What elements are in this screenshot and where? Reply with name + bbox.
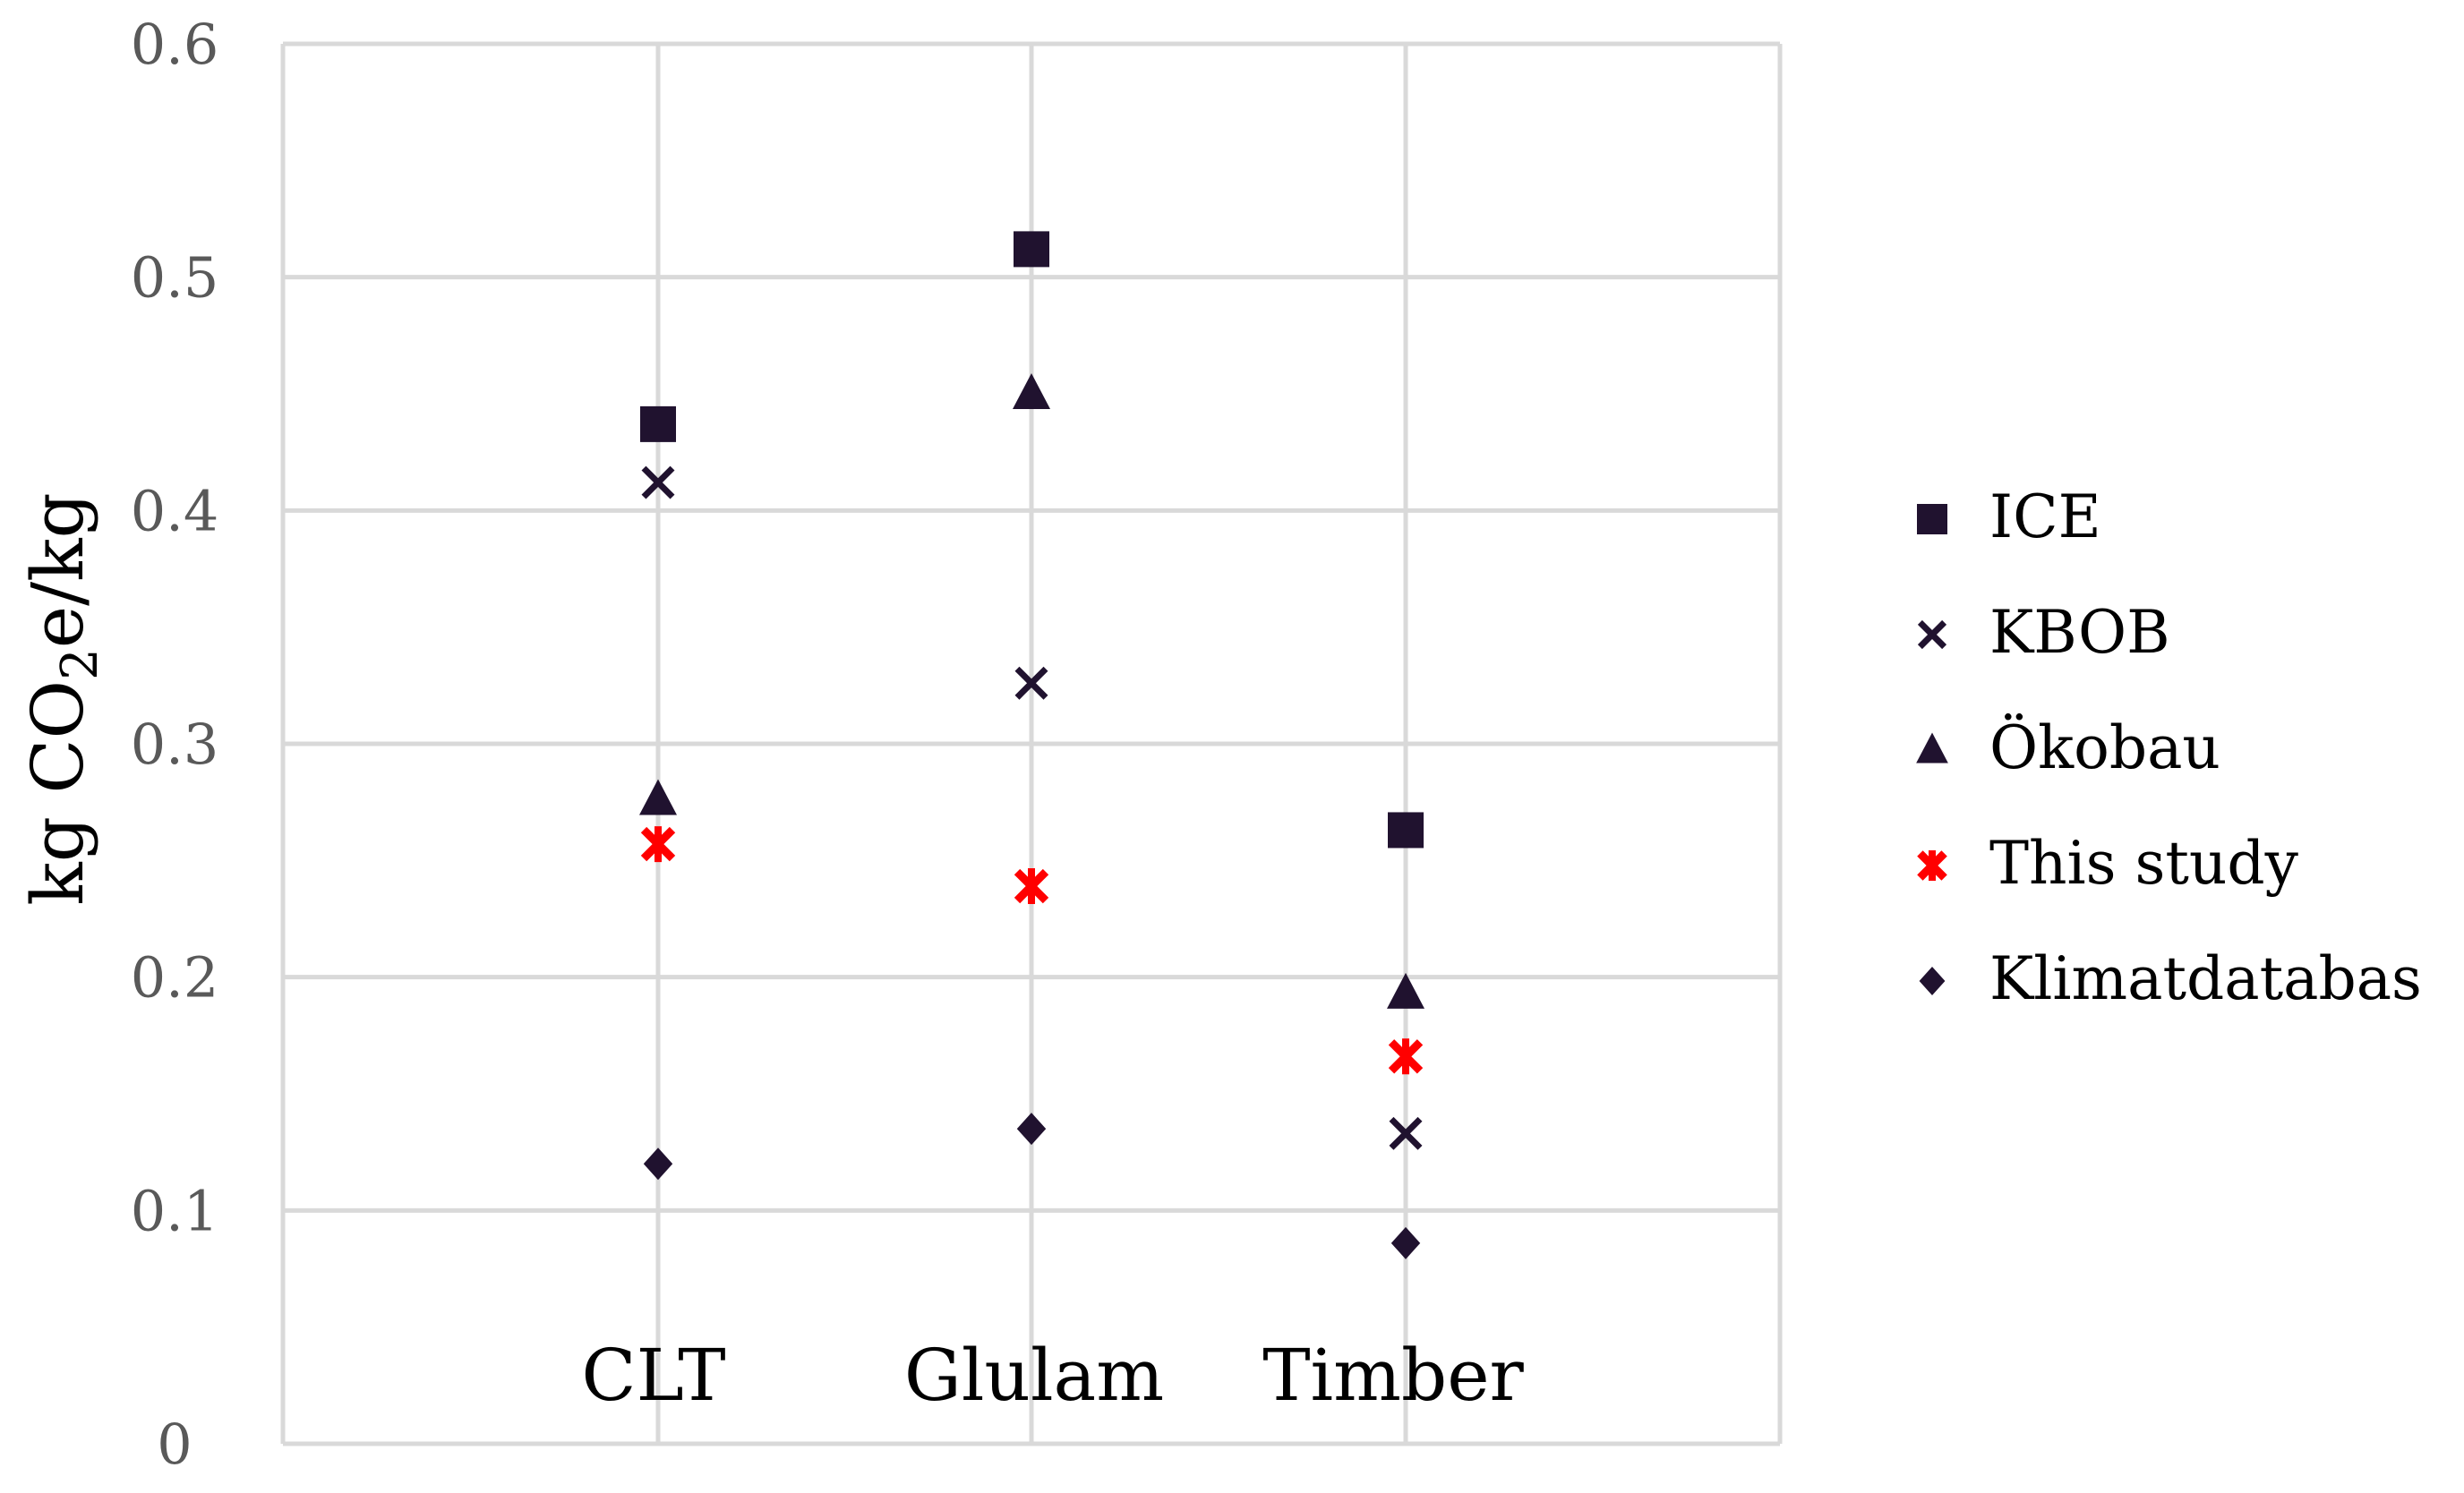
y-tick-labels: 0 0.1 0.2 0.3 0.4 0.5 0.6 <box>131 12 219 1477</box>
data-point-diamond <box>1016 1113 1047 1146</box>
data-point-triangle <box>1013 373 1050 409</box>
data-point-triangle <box>1387 972 1424 1009</box>
data-point-star <box>640 826 676 863</box>
data-point-x <box>1014 666 1048 700</box>
data-point-square <box>640 405 676 442</box>
category-label: Timber <box>1262 1334 1524 1417</box>
data-point-x <box>1389 1116 1423 1150</box>
y-axis-title: kg CO2e/kg <box>16 492 109 906</box>
y-axis-title-prefix: kg CO <box>16 680 99 906</box>
legend-marker-x <box>1917 619 1947 650</box>
category-label: CLT <box>581 1334 725 1417</box>
legend-marker-triangle <box>1916 732 1948 764</box>
y-axis-title-suffix: e/kg <box>16 492 99 648</box>
category-labels: CLT Glulam Timber <box>581 1334 1524 1417</box>
legend-marker-diamond <box>1919 967 1946 995</box>
y-tick-label: 0.1 <box>131 1178 219 1243</box>
y-tick-label: 0.4 <box>131 478 219 543</box>
legend-label: Klimatdatabas <box>1989 944 2422 1013</box>
y-tick-label: 0 <box>157 1412 192 1477</box>
data-point-square <box>1014 231 1049 268</box>
data-point-square <box>1388 812 1424 849</box>
data-point-diamond <box>1390 1226 1421 1259</box>
y-tick-label: 0.2 <box>131 945 219 1011</box>
y-tick-label: 0.3 <box>131 712 219 777</box>
y-tick-label: 0.6 <box>131 12 219 77</box>
y-axis-title-subscript: 2 <box>51 648 109 680</box>
legend-label: ICE <box>1989 482 2101 551</box>
grid <box>280 41 1783 1446</box>
legend-marker-square <box>1917 504 1947 534</box>
legend-label: This study <box>1989 829 2299 898</box>
legend-label: Ökobau <box>1989 713 2220 782</box>
legend-label: KBOB <box>1989 598 2170 667</box>
data-point-triangle <box>639 779 677 815</box>
data-point-star <box>1014 868 1049 905</box>
category-label: Glulam <box>904 1334 1164 1417</box>
data-point-x <box>641 465 675 499</box>
data-point-diamond <box>643 1147 673 1181</box>
y-tick-label: 0.5 <box>131 245 219 311</box>
data-point-star <box>1388 1038 1424 1075</box>
legend: ICE KBOB Ökobau This study Klimatdatabas <box>1916 482 2422 1013</box>
data-points <box>639 231 1424 1259</box>
legend-marker-star <box>1917 850 1947 881</box>
